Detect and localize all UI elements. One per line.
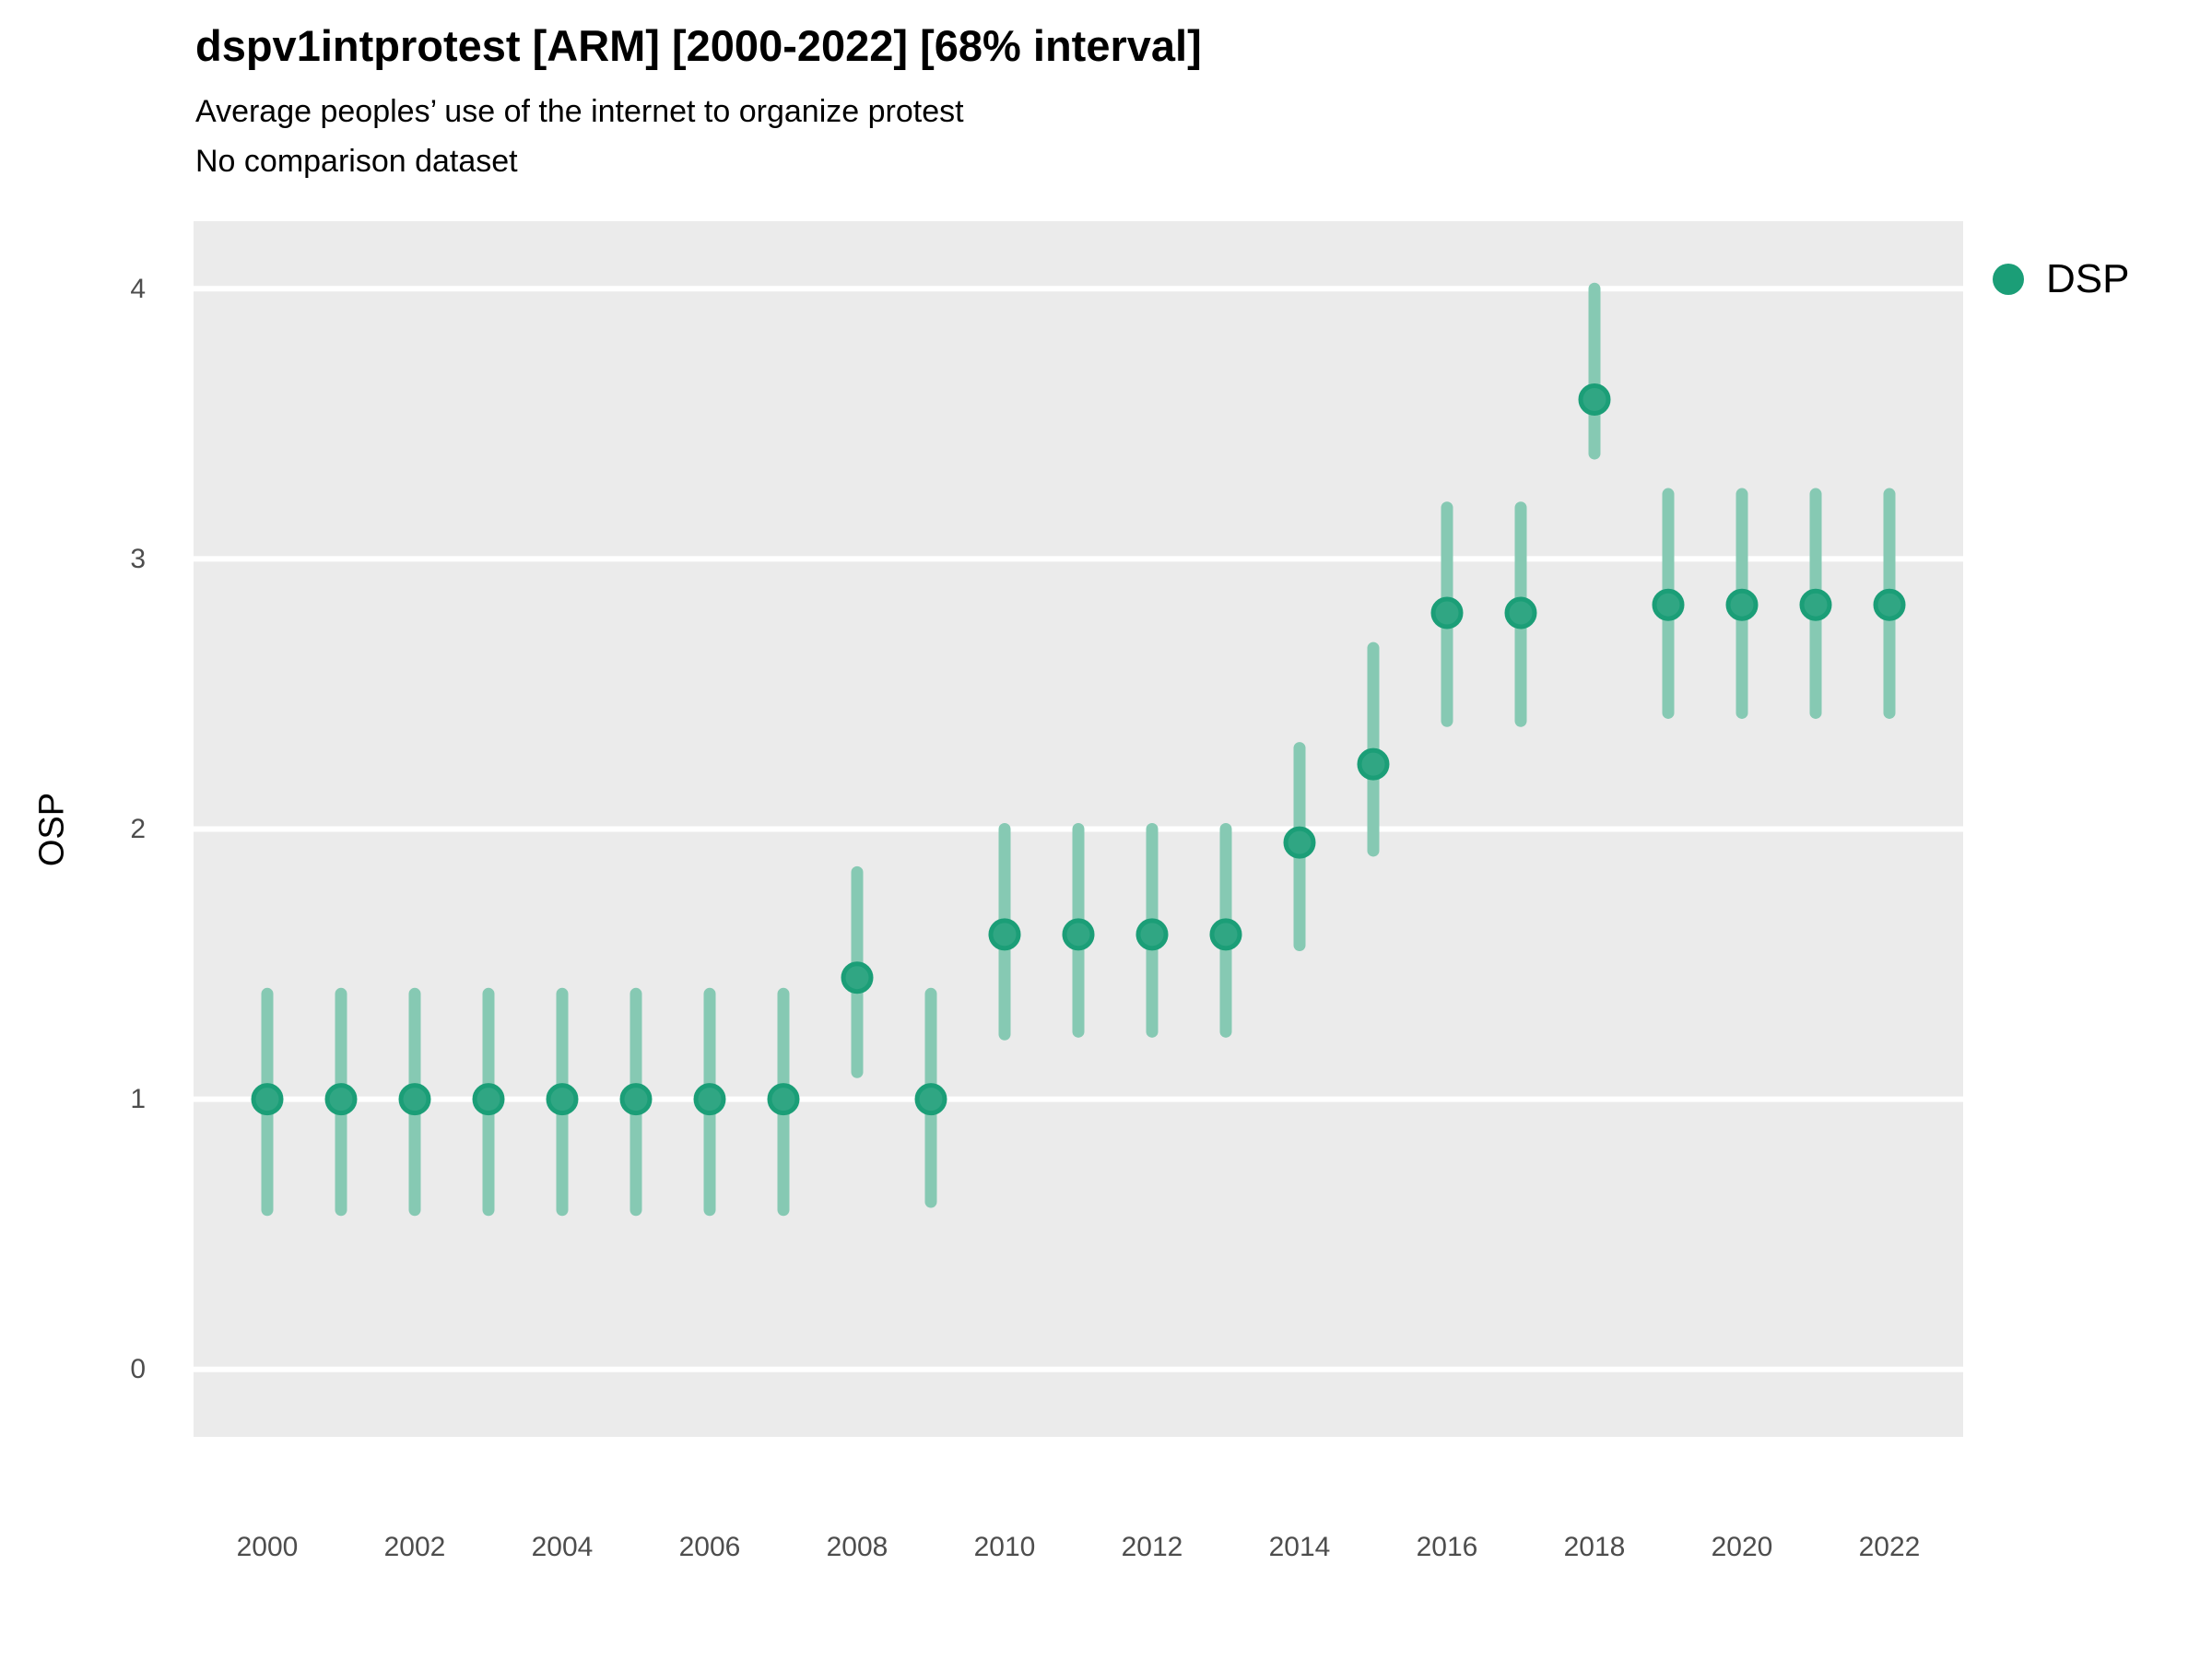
y-tick-label-4: 4 xyxy=(130,274,146,304)
point-2000 xyxy=(251,1083,284,1116)
x-tick-label-2010: 2010 xyxy=(974,1532,1036,1562)
x-tick-label-2000: 2000 xyxy=(237,1532,299,1562)
point-2015 xyxy=(1357,747,1390,781)
x-tick-label-2018: 2018 xyxy=(1564,1532,1626,1562)
pointrange-marks xyxy=(251,282,1906,1217)
y-tick-label-3: 3 xyxy=(130,544,146,574)
point-2012 xyxy=(1135,918,1169,951)
y-tick-label-1: 1 xyxy=(130,1084,146,1114)
point-2016 xyxy=(1430,596,1464,629)
point-2022 xyxy=(1873,588,1906,621)
point-2017 xyxy=(1504,596,1537,629)
point-2014 xyxy=(1283,826,1316,859)
y-tick-labels: 0 1 2 3 4 xyxy=(130,274,146,1384)
y-tick-label-0: 0 xyxy=(130,1354,146,1384)
chart-caption-line: No comparison dataset xyxy=(195,144,518,179)
legend-label: DSP xyxy=(2046,256,2130,301)
point-2003 xyxy=(472,1083,505,1116)
x-tick-label-2006: 2006 xyxy=(679,1532,741,1562)
point-2019 xyxy=(1652,588,1685,621)
x-tick-label-2022: 2022 xyxy=(1859,1532,1921,1562)
x-tick-label-2016: 2016 xyxy=(1417,1532,1478,1562)
x-tick-label-2014: 2014 xyxy=(1269,1532,1331,1562)
point-2006 xyxy=(693,1083,726,1116)
point-2021 xyxy=(1799,588,1832,621)
point-2001 xyxy=(324,1083,358,1116)
point-2013 xyxy=(1209,918,1242,951)
point-2004 xyxy=(546,1083,579,1116)
point-2009 xyxy=(914,1083,947,1116)
point-2007 xyxy=(767,1083,800,1116)
point-2008 xyxy=(841,961,874,994)
x-tick-label-2002: 2002 xyxy=(384,1532,446,1562)
point-2002 xyxy=(398,1083,431,1116)
chart-subtitle: Average peoples’ use of the internet to … xyxy=(195,94,964,129)
legend-point-icon xyxy=(1993,264,2024,295)
point-2010 xyxy=(988,918,1021,951)
point-2005 xyxy=(619,1083,653,1116)
x-tick-label-2004: 2004 xyxy=(532,1532,594,1562)
point-2011 xyxy=(1062,918,1095,951)
chart-title: dspv1intprotest [ARM] [2000-2022] [68% i… xyxy=(195,21,1202,70)
x-tick-label-2020: 2020 xyxy=(1712,1532,1773,1562)
legend: DSP xyxy=(1993,256,2129,302)
point-2018 xyxy=(1578,382,1611,416)
y-tick-label-2: 2 xyxy=(130,814,146,844)
x-tick-label-2012: 2012 xyxy=(1122,1532,1183,1562)
point-2020 xyxy=(1725,588,1759,621)
x-tick-label-2008: 2008 xyxy=(827,1532,888,1562)
x-tick-labels: 2000 2002 2004 2006 2008 2010 2012 2014 2016 2018… xyxy=(237,1532,1921,1562)
